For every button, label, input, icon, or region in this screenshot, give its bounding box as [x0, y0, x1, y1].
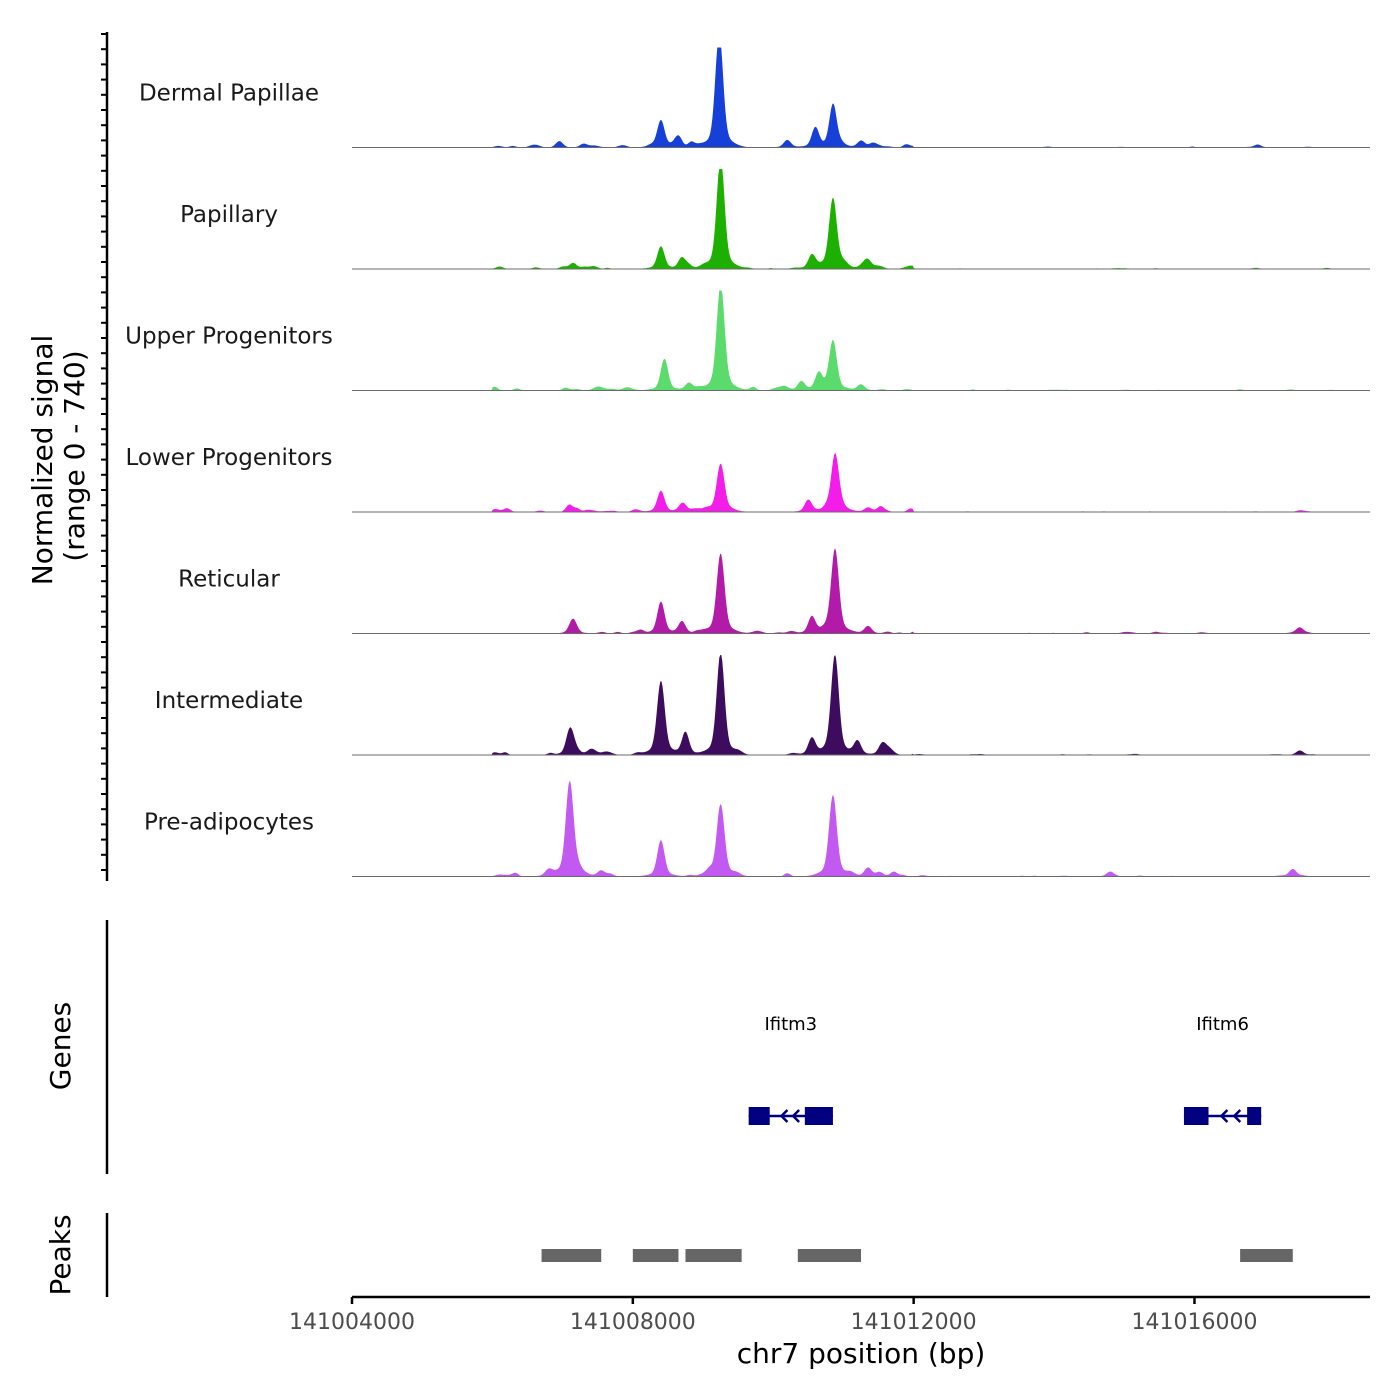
strand-arrow [1232, 1109, 1242, 1123]
x-axis-ticks: 141004000 141008000 141012000 141016000 [289, 1297, 1257, 1335]
y-axis-title-line2: (range 0 - 740) [58, 350, 91, 561]
track-pre-adipocytes: Pre-adipocytes [144, 780, 1370, 877]
gene-ifitm3: Ifitm3 [748, 1014, 833, 1125]
peak-regions [541, 1249, 1293, 1262]
track-label: Papillary [180, 202, 278, 228]
gene-label: Ifitm6 [1196, 1014, 1249, 1035]
peak-region [685, 1249, 742, 1262]
track-lower-progenitors: Lower Progenitors [126, 445, 1370, 513]
peaks-panel-title: Peaks [44, 1214, 77, 1295]
peak-region [797, 1249, 861, 1262]
track-label: Lower Progenitors [126, 445, 333, 471]
track-label: Reticular [178, 567, 280, 593]
strand-arrow [1219, 1109, 1229, 1123]
track-dermal-papillae: Dermal Papillae [139, 47, 1370, 148]
signal-axis-ticks [101, 33, 107, 871]
x-axis-title: chr7 position (bp) [737, 1337, 986, 1370]
track-label: Upper Progenitors [125, 324, 333, 350]
genes-panel-title: Genes [44, 1002, 77, 1090]
gene-exon [1247, 1107, 1262, 1125]
x-tick-label: 141012000 [851, 1310, 977, 1335]
peak-region [1240, 1249, 1293, 1262]
x-tick-label: 141004000 [289, 1310, 415, 1335]
track-label: Pre-adipocytes [144, 810, 314, 836]
track-upper-progenitors: Upper Progenitors [125, 290, 1370, 391]
x-tick-label: 141008000 [570, 1310, 696, 1335]
strand-arrow [791, 1109, 801, 1123]
coverage-tracks: Dermal Papillae Papillary Upper Progenitor… [125, 47, 1370, 877]
gene-label: Ifitm3 [764, 1014, 817, 1035]
gene-exon [804, 1107, 833, 1125]
peak-region [541, 1249, 602, 1262]
track-label: Intermediate [155, 688, 303, 714]
track-label: Dermal Papillae [139, 81, 319, 107]
strand-arrow [779, 1109, 789, 1123]
peak-region [632, 1249, 679, 1262]
genes-track: Ifitm3 Ifitm6 [748, 1014, 1262, 1125]
gene-exon [1183, 1107, 1209, 1125]
track-reticular: Reticular [178, 548, 1370, 634]
gene-exon [748, 1107, 770, 1125]
gene-ifitm6: Ifitm6 [1183, 1014, 1262, 1125]
x-tick-label: 141016000 [1131, 1310, 1257, 1335]
track-papillary: Papillary [180, 169, 1370, 270]
track-intermediate: Intermediate [155, 655, 1370, 756]
y-axis-title-line1: Normalized signal [26, 335, 59, 586]
